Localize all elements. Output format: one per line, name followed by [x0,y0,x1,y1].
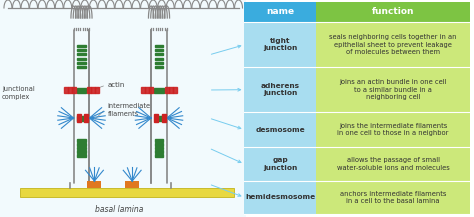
Bar [77,45,86,47]
Bar [77,139,86,142]
Bar [77,143,86,146]
Bar [77,147,86,149]
Bar [72,87,75,93]
Bar [245,67,316,112]
Text: allows the passage of small
water-soluble ions and molecules: allows the passage of small water-solubl… [337,157,449,171]
Bar [125,181,139,188]
Text: hemidesmosome: hemidesmosome [245,194,315,200]
Text: joins an actin bundle in one cell
to a similar bundle in a
neighboring cell: joins an actin bundle in one cell to a s… [339,79,447,100]
Bar [169,87,173,93]
Bar [155,143,164,146]
Text: gap
junction: gap junction [263,157,297,171]
Bar [95,87,100,93]
Text: function: function [372,8,414,16]
Bar [76,114,81,122]
Bar [77,154,86,157]
Bar [91,87,95,93]
Text: anchors intermediate filaments
in a cell to the basal lamina: anchors intermediate filaments in a cell… [340,191,446,204]
Bar [155,147,164,149]
Bar [155,45,164,47]
Bar [155,53,164,55]
Bar [245,112,316,147]
Bar [68,87,72,93]
Bar [155,139,164,142]
Text: adherens
junction: adherens junction [261,83,300,96]
Text: desmosome: desmosome [255,127,305,133]
Bar [77,53,86,55]
Bar [76,87,86,92]
Text: actin: actin [107,82,125,88]
Bar [77,115,86,120]
Bar [316,112,470,147]
Bar [154,114,158,122]
Text: basal lamina: basal lamina [95,205,144,214]
Bar [316,2,470,22]
Bar [77,150,86,153]
Text: junctional
complex: junctional complex [2,86,35,100]
Bar [20,188,234,197]
Bar [155,62,164,64]
Bar [245,147,316,181]
Bar [165,87,169,93]
Bar [145,87,149,93]
Bar [155,115,164,120]
Bar [154,87,164,92]
Bar [77,58,86,60]
Bar [316,22,470,67]
Bar [155,66,164,68]
Bar [245,22,316,67]
Bar [245,2,316,22]
Bar [316,147,470,181]
Bar [162,114,166,122]
Bar [173,87,177,93]
Bar [84,114,89,122]
Text: tight
junction: tight junction [263,38,297,51]
Bar [88,87,91,93]
Bar [77,66,86,68]
Text: seals neighboring cells together in an
epithelial sheet to prevent leakage
of mo: seals neighboring cells together in an e… [329,34,457,55]
Bar [88,181,101,188]
Text: joins the intermediate filaments
in one cell to those in a neighbor: joins the intermediate filaments in one … [337,123,449,136]
Bar [64,87,68,93]
Bar [77,49,86,51]
Bar [77,62,86,64]
Text: name: name [266,8,294,16]
Bar [149,87,153,93]
Bar [155,150,164,153]
Bar [155,154,164,157]
Bar [0,0,246,217]
Bar [155,58,164,60]
Bar [245,181,316,214]
Bar [141,87,145,93]
Bar [316,67,470,112]
Text: intermediate
filaments: intermediate filaments [107,103,150,117]
Bar [316,181,470,214]
Bar [155,49,164,51]
